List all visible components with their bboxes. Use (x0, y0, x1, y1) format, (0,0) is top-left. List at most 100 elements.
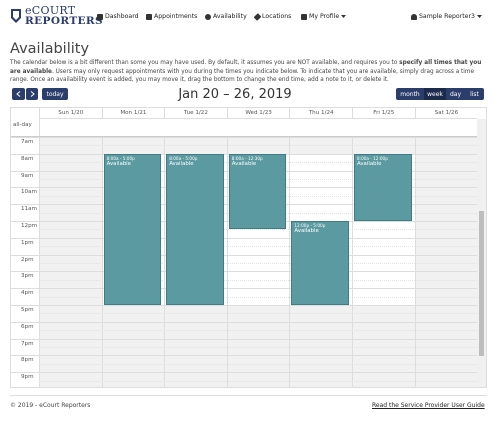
nav-label: Locations (262, 13, 292, 20)
time-slot (352, 355, 415, 373)
hour-label: 10am (21, 189, 37, 196)
time-slot (289, 187, 352, 205)
hour-line (11, 355, 478, 357)
event-time: 8:00a - 12:00p (357, 155, 388, 161)
event[interactable]: 8:00a - 12:30p Available (228, 153, 287, 230)
hour-label: 7pm (21, 340, 34, 347)
intro-text: . Users may only request appointments wi… (10, 68, 475, 84)
nav-label: Sample Reporter3 (419, 13, 475, 20)
caret (341, 14, 347, 18)
logo-line2: REPORTERS (25, 15, 104, 27)
today-button[interactable]: today (42, 88, 68, 100)
footer-rule (10, 395, 487, 396)
half-hour-line (39, 296, 478, 298)
nav-locations[interactable]: Locations (253, 12, 292, 21)
time-slot (101, 355, 165, 373)
chevron (16, 91, 21, 97)
hour-line (11, 288, 478, 290)
time-slot (414, 288, 478, 305)
hour-label: 11am (21, 206, 37, 213)
nav-profile[interactable]: My Profile (301, 13, 347, 20)
intro-bold: specify all times that you are available (10, 60, 482, 75)
day-header: Fri 1/25 (352, 108, 415, 119)
time-slot (352, 338, 415, 356)
next-button[interactable] (26, 88, 38, 100)
half-hour-line (39, 229, 478, 231)
nav-dashboard[interactable]: Dashboard (97, 13, 139, 20)
time-slot (226, 254, 290, 272)
time-slot (226, 338, 290, 356)
hour-label: 9pm (21, 374, 34, 381)
time-slot (414, 271, 478, 289)
all-day-label: all-day (13, 122, 32, 128)
time-slot (226, 372, 290, 387)
hour-label: 8pm (21, 357, 34, 364)
hour-label: 2pm (21, 256, 34, 263)
time-slot (39, 170, 102, 188)
hour-line (11, 305, 478, 306)
time-slot (164, 372, 227, 387)
day-header: Mon 1/21 (101, 108, 165, 119)
guide-link[interactable]: Read the Service Provider User Guide (372, 402, 485, 409)
calendar: Sun 1/20 Mon 1/21 Tue 1/22 Wed 1/23 Thu 1/24… (10, 107, 487, 388)
time-slot (39, 288, 102, 305)
half-hour-line (39, 145, 478, 147)
time-slot (414, 187, 478, 205)
nav-label: Dashboard (105, 13, 139, 20)
time-slot (39, 338, 102, 356)
nav-label: My Profile (309, 13, 340, 20)
view-button[interactable]: day (446, 88, 465, 100)
time-slot (39, 204, 102, 221)
day-header: Sat 1/26 (414, 108, 478, 119)
hour-line (11, 372, 478, 374)
logo[interactable]: eCOURT REPORTERS (10, 5, 104, 27)
view-button[interactable]: month (396, 88, 424, 100)
event-title: Available (231, 160, 257, 167)
hour-line (11, 137, 478, 138)
nav-user[interactable]: Sample Reporter3 (411, 13, 482, 20)
nav-label: Appointments (154, 13, 198, 20)
event[interactable]: 8:00a - 5:00p Available (103, 153, 162, 305)
time-slot (226, 355, 290, 373)
all-day-row (39, 119, 478, 136)
intro-text: The calendar below is a bit different th… (10, 60, 400, 66)
nav-label: Availability (213, 13, 247, 20)
time-slot (352, 271, 415, 289)
time-slot (39, 254, 102, 272)
time-slot (226, 288, 290, 305)
day-header: Sun 1/20 (39, 108, 102, 119)
time-slot (39, 355, 102, 373)
nav-availability[interactable]: Availability (205, 13, 247, 20)
event-title: Available (106, 160, 131, 167)
half-hour-line (39, 330, 478, 332)
day-header: Tue 1/22 (164, 108, 227, 119)
hour-label: 3pm (21, 273, 34, 280)
time-slot (289, 170, 352, 188)
time-slot (39, 187, 102, 205)
view-button[interactable]: week (424, 88, 446, 100)
scrollbar-thumb (479, 211, 484, 356)
time-slot (414, 355, 478, 373)
half-hour-line (39, 347, 478, 348)
time-slot (289, 355, 352, 373)
event[interactable]: 8:00a - 5:00p Available (166, 153, 224, 305)
half-hour-line (39, 380, 478, 382)
prev-button[interactable] (12, 88, 25, 100)
event-title: Available (169, 160, 194, 167)
event[interactable]: 8:00a - 12:00p Available (354, 153, 412, 221)
view-button[interactable]: list (465, 88, 484, 100)
time-slot (414, 372, 478, 387)
hour-line (11, 338, 478, 340)
time-slot (226, 271, 290, 289)
hour-label: 9am (21, 172, 34, 179)
time-slot (39, 271, 102, 289)
event[interactable]: 12:00p - 5:00p Available (291, 221, 349, 305)
half-hour-line (39, 246, 478, 248)
event-time: 8:00a - 5:00p (106, 155, 135, 161)
nav-appointments[interactable]: Appointments (146, 13, 197, 20)
time-slot (289, 204, 352, 221)
hour-label: 5pm (21, 307, 34, 313)
chevron (30, 91, 35, 97)
time-slot (352, 254, 415, 272)
